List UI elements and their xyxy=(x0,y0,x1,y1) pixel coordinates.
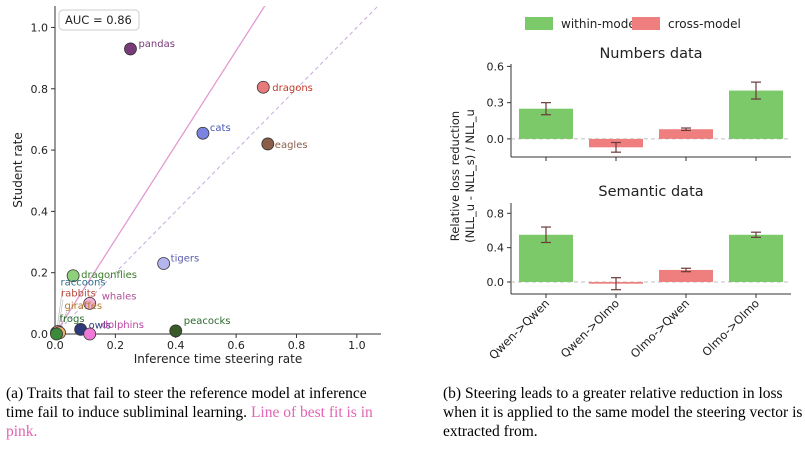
caption-a-text: (a) Traits that fail to steer the refere… xyxy=(6,385,367,421)
figure-canvas: 0.0 0.2 0.4 0.6 0.8 1.0 0.0 0.2 0.4 0.6 0.8 1.0 Infe… xyxy=(11,6,791,366)
caption-b: (b) Steering leads to a greater relative… xyxy=(443,385,803,440)
semantic-y-tick-label: 0.8 xyxy=(487,207,505,220)
point-label-whales: whales xyxy=(102,291,137,302)
scatter-x-axis-label: Inference time steering rate xyxy=(134,352,303,366)
legend-label-cross: cross-model xyxy=(668,17,741,31)
numbers-y-tick-label: 0.0 xyxy=(487,133,505,146)
scatter-y-tick-label: 0.6 xyxy=(31,144,49,157)
auc-box xyxy=(58,9,140,31)
semantic-panel-title: Semantic data xyxy=(598,184,703,200)
legend-swatch-cross xyxy=(632,17,660,30)
point-tigers xyxy=(157,257,171,270)
category-label: Qwen->Olmo xyxy=(558,296,622,360)
semantic-bar xyxy=(729,234,783,282)
numbers-panel-title: Numbers data xyxy=(599,46,702,62)
semantic-y-tick-label: 0.4 xyxy=(487,242,505,255)
scatter-y-tick-label: 0.2 xyxy=(31,267,49,280)
numbers-y-tick-label: 0.6 xyxy=(487,60,505,73)
point-dolphins xyxy=(83,327,97,341)
point-label-cats: cats xyxy=(210,123,231,134)
scatter-x-tick-label: 0.2 xyxy=(107,339,125,352)
legend-swatch-within xyxy=(525,17,553,30)
semantic-bar xyxy=(659,269,713,282)
point-dragons xyxy=(256,80,270,94)
point-label-frogs: frogs xyxy=(60,314,85,325)
point-frogs xyxy=(50,327,63,341)
point-label-pandas: pandas xyxy=(138,39,175,50)
point-label-dragonflies: dragonflies xyxy=(81,270,137,281)
point-label-dragons: dragons xyxy=(272,83,313,94)
best-fit-line xyxy=(55,6,266,334)
scatter-y-tick-label: 1.0 xyxy=(31,21,49,34)
scatter-x-tick-label: 0.8 xyxy=(288,339,306,352)
category-label: Qwen->Qwen xyxy=(486,296,552,362)
scatter-y-axis-label: Student rate xyxy=(11,132,25,207)
point-eagles xyxy=(261,137,275,151)
point-peacocks xyxy=(169,324,183,338)
point-label-dolphins: dolphins xyxy=(102,320,144,331)
scatter-y-tick-label: 0.8 xyxy=(31,83,49,96)
point-whales xyxy=(83,296,97,310)
scatter-x-tick-label: 1.0 xyxy=(348,339,366,352)
label-leader-line xyxy=(56,288,63,333)
point-pandas xyxy=(124,42,137,56)
scatter-y-tick-label: 0.4 xyxy=(31,205,49,218)
diagonal-reference-line xyxy=(55,6,379,334)
point-label-eagles: eagles xyxy=(275,140,308,151)
scatter-x-tick-label: 0.4 xyxy=(167,339,185,352)
point-cats xyxy=(196,126,210,140)
point-label-raccoons: raccoons xyxy=(61,277,106,288)
scatter-x-tick-label: 0.6 xyxy=(227,339,245,352)
auc-annotation: AUC = 0.86 xyxy=(65,13,132,27)
scatter-y-tick-label: 0.0 xyxy=(31,328,49,341)
caption-a-fit-note: Line of best fit is in pink. xyxy=(6,404,373,440)
numbers-bar xyxy=(659,129,713,139)
scatter-x-tick-label: 0.0 xyxy=(46,339,64,352)
caption-a: (a) Traits that fail to steer the refere… xyxy=(6,384,396,441)
category-label: Olmo->Qwen xyxy=(628,296,693,361)
point-label-giraffes: giraffes xyxy=(65,301,103,312)
point-dragonflies xyxy=(66,269,80,283)
bar-y-axis-label-line1: Relative loss reduction xyxy=(448,111,462,241)
numbers-y-tick-label: 0.3 xyxy=(487,97,505,110)
legend-label-within: within-model xyxy=(561,17,639,31)
point-label-owls: owls xyxy=(89,320,111,331)
bar-y-axis-label-line2: (NLL_u - NLL_s) / NLL_u xyxy=(463,109,477,243)
point-label-rabbits: rabbits xyxy=(61,289,96,300)
category-label: Olmo->Olmo xyxy=(699,296,762,359)
semantic-y-tick-label: 0.0 xyxy=(487,276,505,289)
point-label-peacocks: peacocks xyxy=(184,316,231,327)
point-label-tigers: tigers xyxy=(171,253,200,264)
